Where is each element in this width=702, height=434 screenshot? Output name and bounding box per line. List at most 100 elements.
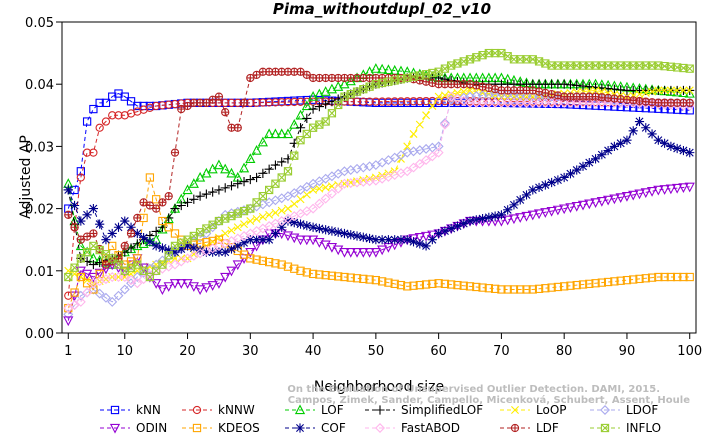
data-point-cof [521,190,532,200]
data-point-knnw [390,97,399,106]
data-point-cof [547,177,557,188]
data-point-odin [213,279,225,289]
data-point-simplifiedlof [616,85,626,95]
legend-item-knnw: kNNW [182,403,255,417]
legend-marker-knnw [192,405,202,415]
series-line-knn [67,92,690,209]
data-point-kdeos [516,285,525,294]
data-point-kdeos [283,262,293,271]
data-point-cof [132,228,142,239]
data-point-knnw [365,97,374,106]
data-point-cof [647,129,657,139]
legend-marker-cof [295,423,305,433]
data-point-kdeos [685,272,694,282]
data-point-simplifiedlof [170,204,180,214]
data-point-cof [283,216,293,226]
data-point-fastabod [63,303,74,314]
legend-item-kdeos: KDEOS [182,421,260,434]
data-point-cof [597,150,607,160]
data-point-knnw [271,98,280,107]
data-point-simplifiedlof [321,99,331,109]
legend-marker-lof [294,404,306,415]
data-point-lof [314,88,325,99]
data-point-kdeos [334,272,343,281]
data-point-odin [163,282,174,292]
y-axis-label: Adjusted AP [18,135,34,219]
data-point-loop [673,86,682,95]
data-point-kdeos [359,274,368,284]
data-point-odin [559,204,570,215]
data-point-kdeos [472,282,481,292]
data-point-ldf [214,92,224,101]
data-point-simplifiedlof [277,157,287,167]
data-point-cof [270,228,281,239]
data-point-fastabod [421,155,432,166]
x-tick-label: 10 [116,344,133,359]
data-point-fastabod [314,198,325,209]
data-point-loop [428,101,437,110]
legend-label-ldof: LDOF [626,403,658,417]
y-tick-label: 0.02 [25,203,54,218]
data-point-fastabod [176,256,187,267]
data-point-cof [139,233,149,243]
data-point-odin [628,190,639,201]
data-point-cof [170,247,180,257]
data-point-lof [665,86,677,96]
legend-label-cof: COF [321,421,346,434]
data-point-kdeos [497,285,506,294]
data-point-cof [314,223,324,234]
data-point-simplifiedlof [302,113,312,124]
data-point-kdeos [635,274,644,284]
data-point-loop [409,129,418,138]
data-point-odin [634,189,645,200]
data-point-simplifiedlof [295,123,306,133]
data-point-kdeos [490,284,500,293]
data-point-odin [358,247,369,258]
data-point-lof [370,63,381,73]
data-point-odin [169,279,181,289]
data-point-odin [307,235,319,246]
data-point-odin [678,183,689,194]
data-point-odin [515,213,526,223]
data-point-odin [640,188,651,199]
data-point-lof [182,184,193,195]
data-point-lof [289,119,300,129]
data-point-odin [94,268,105,279]
data-point-loop [265,210,274,219]
legend-marker-ldof [600,405,610,415]
data-point-knn [95,98,104,108]
data-point-lof [157,223,168,234]
data-point-cof [76,216,86,226]
data-point-cof [402,235,412,245]
data-point-loop [302,190,311,199]
data-point-lof [333,81,344,91]
data-point-kdeos [597,278,606,287]
data-point-cof [95,219,105,229]
data-point-odin [584,199,595,210]
data-point-kdeos [478,283,487,292]
data-point-ldf [239,98,249,108]
data-point-knnw [95,123,104,132]
data-point-cof [107,228,117,239]
data-point-kdeos [145,173,155,182]
data-point-cof [346,230,356,240]
data-point-cof [534,182,544,193]
data-point-odin [653,185,664,196]
data-point-kdeos [164,223,173,232]
data-point-cof [477,213,488,224]
data-point-cof [239,238,249,248]
data-point-odin [527,210,538,221]
data-point-kdeos [578,280,588,289]
x-tick-label: 60 [430,344,447,359]
data-point-cof [63,185,73,195]
data-point-ldf [89,229,98,238]
data-point-kdeos [315,270,324,279]
data-point-cof [390,235,400,245]
x-tick-label: 40 [305,344,322,359]
data-point-cof [452,221,463,231]
legend: kNN kNNW LOF SimplifiedLOF LoOP LDOF ODIN KDEOS… [100,403,661,434]
legend-label-ldf: LDF [536,421,559,434]
data-point-lof [276,128,287,139]
data-point-simplifiedlof [314,101,324,112]
